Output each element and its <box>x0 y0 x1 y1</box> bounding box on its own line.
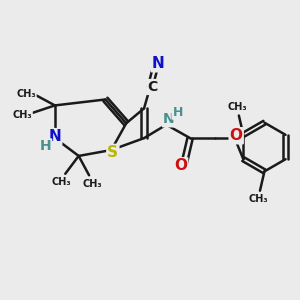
Text: CH₃: CH₃ <box>83 178 102 189</box>
Text: S: S <box>107 145 118 160</box>
Text: CH₃: CH₃ <box>228 102 247 112</box>
Text: H: H <box>172 106 183 119</box>
Text: CH₃: CH₃ <box>12 110 32 120</box>
Text: O: O <box>230 128 243 143</box>
Text: N: N <box>49 129 61 144</box>
Text: CH₃: CH₃ <box>249 194 268 204</box>
Text: N: N <box>163 112 175 126</box>
Text: CH₃: CH₃ <box>52 177 71 187</box>
Text: O: O <box>174 158 187 173</box>
Text: C: C <box>147 80 158 94</box>
Text: N: N <box>152 56 165 71</box>
Text: CH₃: CH₃ <box>16 88 36 98</box>
Text: H: H <box>40 140 51 153</box>
